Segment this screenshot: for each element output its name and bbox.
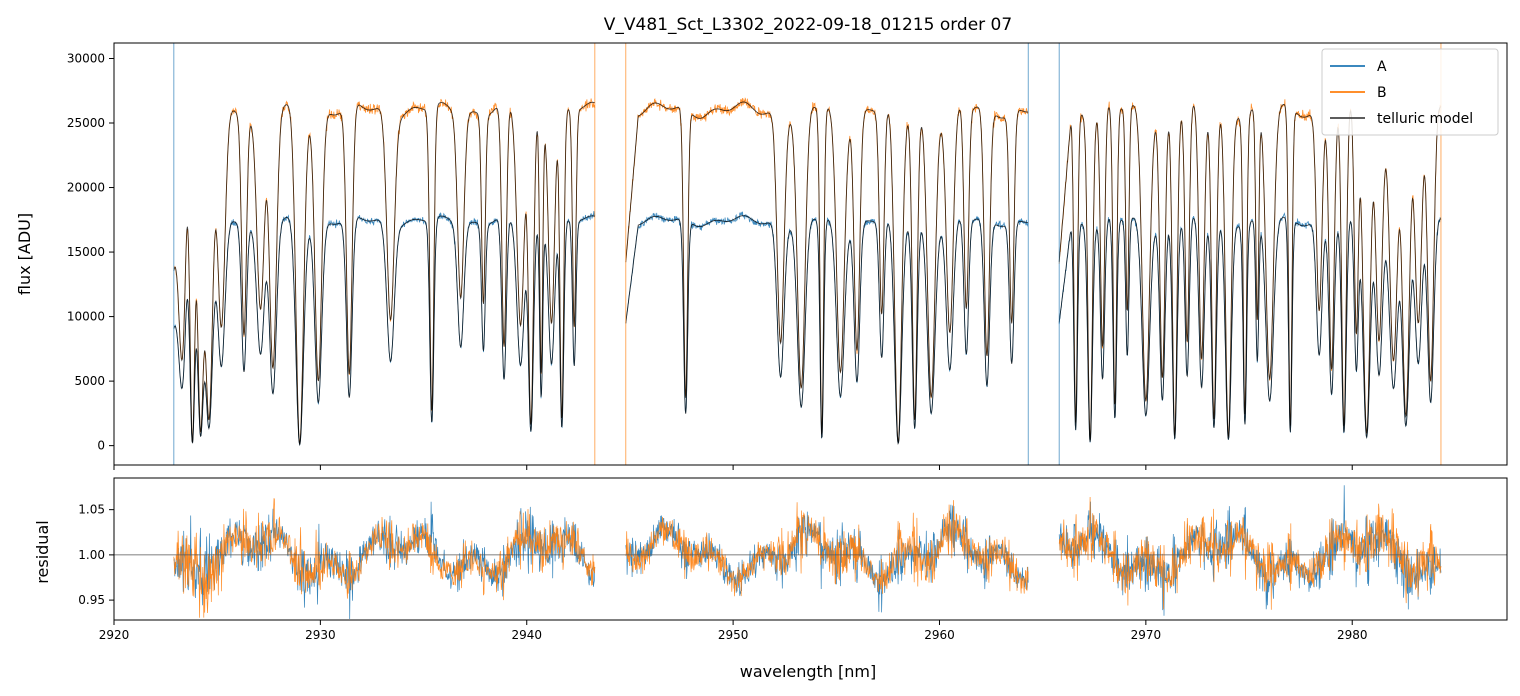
legend-label-a: A xyxy=(1377,59,1387,75)
x-axis-label: wavelength [nm] xyxy=(740,662,877,681)
flux-y-tick-label: 0 xyxy=(97,439,105,453)
telluric-model-line-b xyxy=(1058,104,1442,441)
chart-title: V_V481_Sct_L3302_2022-09-18_01215 order … xyxy=(604,15,1012,35)
legend-box xyxy=(1321,48,1499,136)
flux-y-tick-label: 20000 xyxy=(67,181,105,195)
residual-b-line xyxy=(625,500,1029,597)
residual-y-tick-label: 1.00 xyxy=(78,548,105,562)
residual-x-axis: 2920 2930 2940 2950 2960 2970 2980 xyxy=(99,620,1368,642)
x-tick-label: 2970 xyxy=(1131,628,1162,642)
flux-panel-background xyxy=(114,43,1507,465)
x-tick-label: 2960 xyxy=(924,628,955,642)
flux-panel: 0 5000 10000 15000 20000 25000 30000 flux [ADU… xyxy=(15,42,1508,470)
flux-panel-frame xyxy=(113,42,1508,466)
flux-y-tick-label: 5000 xyxy=(74,374,105,388)
telluric-model-line-a xyxy=(173,215,595,447)
residual-panel: 0.95 1.00 1.05 2920 2930 2940 2950 2960 2970 298… xyxy=(33,477,1508,642)
flux-y-tick-label: 25000 xyxy=(67,116,105,130)
x-tick-label: 2920 xyxy=(99,628,130,642)
residual-panel-background xyxy=(114,478,1507,620)
flux-y-label: flux [ADU] xyxy=(15,213,34,295)
flux-series-group xyxy=(173,43,1442,465)
residual-y-tick-label: 1.05 xyxy=(78,503,105,517)
flux-y-tick-label: 30000 xyxy=(67,51,105,65)
flux-y-tick-label: 15000 xyxy=(67,245,105,259)
telluric-model-line-b xyxy=(625,101,1029,443)
residual-y-tick-label: 0.95 xyxy=(78,593,105,607)
legend: A B telluric model xyxy=(1321,48,1499,136)
flux-y-tick-label: 10000 xyxy=(67,310,105,324)
x-tick-label: 2980 xyxy=(1337,628,1368,642)
x-tick-label: 2930 xyxy=(305,628,336,642)
residual-y-axis: 0.95 1.00 1.05 xyxy=(78,503,114,607)
telluric-model-line-b xyxy=(173,101,596,445)
residual-b-line xyxy=(1058,496,1442,610)
residual-a-line xyxy=(1058,485,1442,616)
telluric-model-line-a xyxy=(625,215,1029,445)
residual-series-group xyxy=(114,485,1507,620)
flux-y-axis: 0 5000 10000 15000 20000 25000 30000 xyxy=(67,51,114,453)
legend-label-b: B xyxy=(1377,85,1387,101)
telluric-model-line-a xyxy=(1058,216,1442,443)
residual-b-line xyxy=(173,498,596,618)
legend-label-model: telluric model xyxy=(1377,111,1473,127)
x-tick-label: 2940 xyxy=(511,628,542,642)
residual-panel-frame xyxy=(113,477,1508,621)
flux-x-axis xyxy=(113,465,1353,470)
residual-y-label: residual xyxy=(33,520,52,583)
x-tick-label: 2950 xyxy=(718,628,749,642)
